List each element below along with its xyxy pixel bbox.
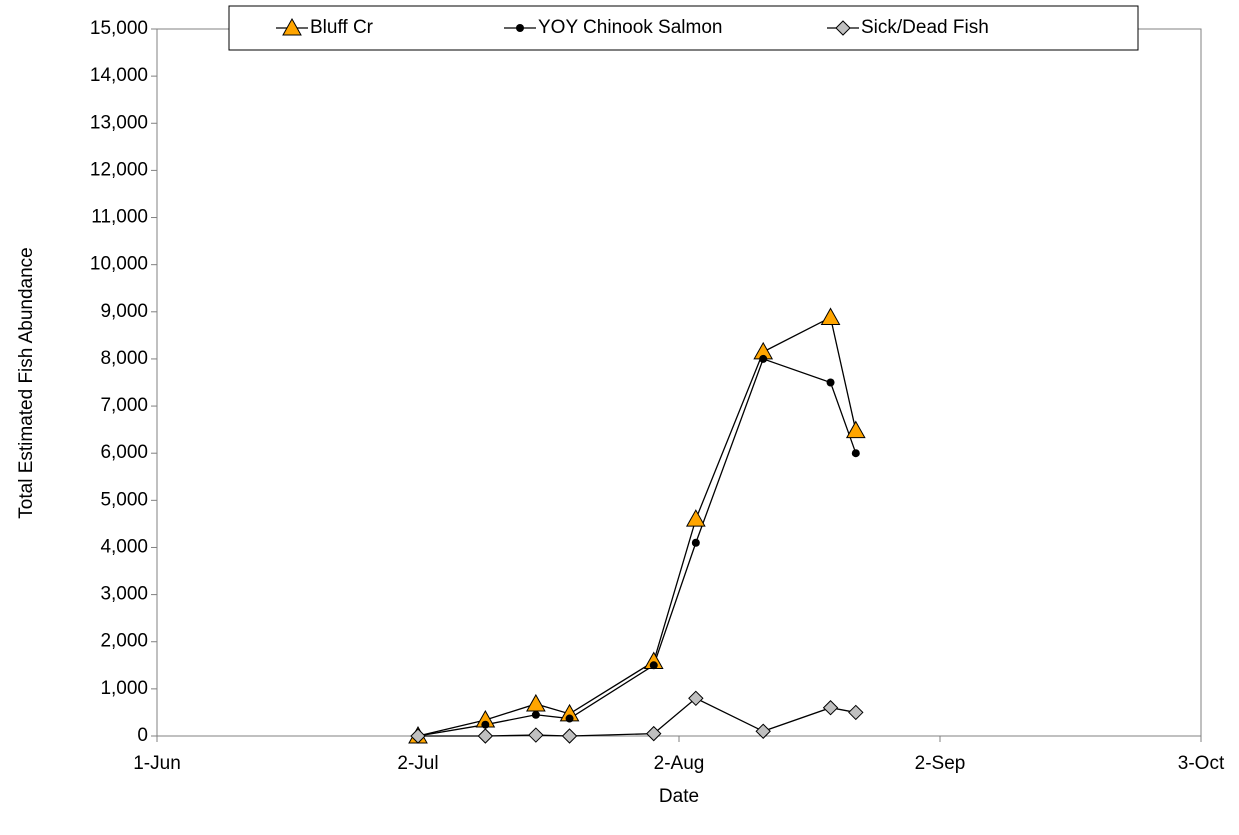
marker	[691, 538, 700, 547]
marker	[848, 704, 864, 721]
y-tick-label: 14,000	[90, 65, 148, 86]
marker	[688, 690, 704, 707]
legend-label: Bluff Cr	[310, 17, 374, 38]
marker	[565, 714, 574, 723]
x-tick-label: 3-Oct	[1178, 753, 1225, 774]
y-tick-label: 6,000	[100, 442, 148, 463]
marker	[845, 420, 866, 439]
x-tick-label: 1-Jun	[133, 753, 181, 774]
x-tick-label: 2-Aug	[654, 753, 705, 774]
y-tick-label: 0	[137, 725, 148, 746]
y-tick-label: 5,000	[100, 489, 148, 510]
plot-area	[156, 28, 1202, 737]
y-tick-label: 7,000	[100, 395, 148, 416]
y-tick-label: 3,000	[100, 584, 148, 605]
series-line	[417, 358, 857, 737]
marker	[528, 727, 544, 743]
marker	[851, 449, 860, 458]
x-tick-label: 2-Sep	[915, 753, 966, 774]
marker	[531, 710, 540, 719]
y-tick-label: 15,000	[90, 18, 148, 39]
y-tick-label: 8,000	[100, 348, 148, 369]
marker	[561, 728, 578, 744]
y-tick-label: 11,000	[91, 207, 148, 228]
marker	[685, 509, 706, 527]
marker	[649, 661, 658, 670]
y-tick-label: 9,000	[100, 301, 148, 322]
y-axis-title: Total Estimated Fish Abundance	[16, 247, 37, 518]
y-tick-label: 13,000	[90, 112, 148, 133]
y-tick-label: 12,000	[90, 159, 148, 180]
series-line	[417, 316, 857, 737]
x-axis-title: Date	[659, 786, 699, 807]
marker	[477, 728, 494, 744]
x-tick-label: 2-Jul	[397, 753, 438, 774]
marker	[481, 720, 490, 729]
legend-marker	[516, 24, 524, 32]
legend-box	[228, 5, 1139, 51]
legend-marker	[835, 20, 851, 36]
y-tick-label: 2,000	[100, 631, 148, 652]
marker	[526, 693, 546, 712]
marker	[822, 700, 839, 716]
marker	[759, 354, 768, 363]
legend-label: Sick/Dead Fish	[861, 17, 989, 38]
y-tick-label: 4,000	[100, 536, 148, 557]
marker	[826, 378, 835, 387]
marker	[820, 307, 841, 325]
legend-marker	[282, 17, 302, 36]
legend-label: YOY Chinook Salmon	[538, 17, 722, 38]
marker	[755, 723, 771, 739]
marker	[410, 728, 426, 744]
y-tick-label: 10,000	[90, 254, 148, 275]
y-tick-label: 1,000	[100, 678, 148, 699]
marker	[646, 725, 662, 742]
